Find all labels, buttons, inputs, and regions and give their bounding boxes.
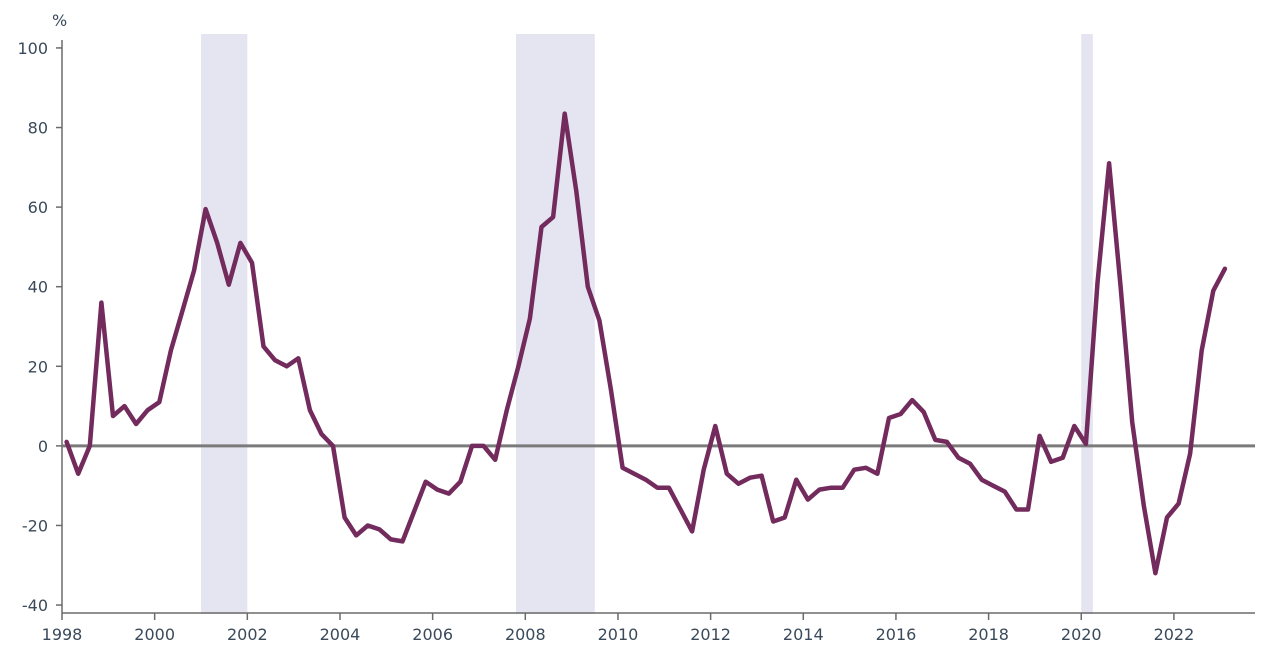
- y-tick-label: 60: [28, 198, 48, 217]
- x-tick-label: 2008: [505, 625, 546, 644]
- x-tick-label: 2012: [690, 625, 731, 644]
- x-tick-label: 2002: [227, 625, 268, 644]
- x-tick-label: 2020: [1061, 625, 1102, 644]
- y-tick-label: 80: [28, 119, 48, 138]
- x-tick-label: 2016: [876, 625, 917, 644]
- y-axis: 100 80 60 40 20 0 -20 -40: [17, 39, 63, 615]
- x-tick-label: 2000: [134, 625, 175, 644]
- y-tick-label: 20: [28, 357, 48, 376]
- x-tick-label: 2014: [783, 625, 824, 644]
- series-line: [64, 111, 1228, 576]
- shaded-period-1: [200, 34, 248, 614]
- y-tick-label: 0: [38, 437, 48, 456]
- y-tick-label: 40: [28, 278, 48, 297]
- x-tick-label: 2022: [1154, 625, 1195, 644]
- x-tick-label: 1998: [42, 625, 83, 644]
- y-tick-label: -40: [22, 596, 48, 615]
- x-tick-label: 2018: [968, 625, 1009, 644]
- y-tick-label: 100: [17, 39, 48, 58]
- y-unit-label: %: [52, 11, 67, 30]
- y-tick-label: -20: [22, 516, 48, 535]
- shaded-periods: [200, 34, 1093, 614]
- shaded-period-3: [1081, 34, 1093, 614]
- x-tick-label: 2006: [412, 625, 453, 644]
- x-axis: 1998 2000 2002 2004 2006 2008 2010 2012 2014 2016…: [42, 612, 1255, 644]
- x-tick-label: 2004: [320, 625, 361, 644]
- x-tick-label: 2010: [598, 625, 639, 644]
